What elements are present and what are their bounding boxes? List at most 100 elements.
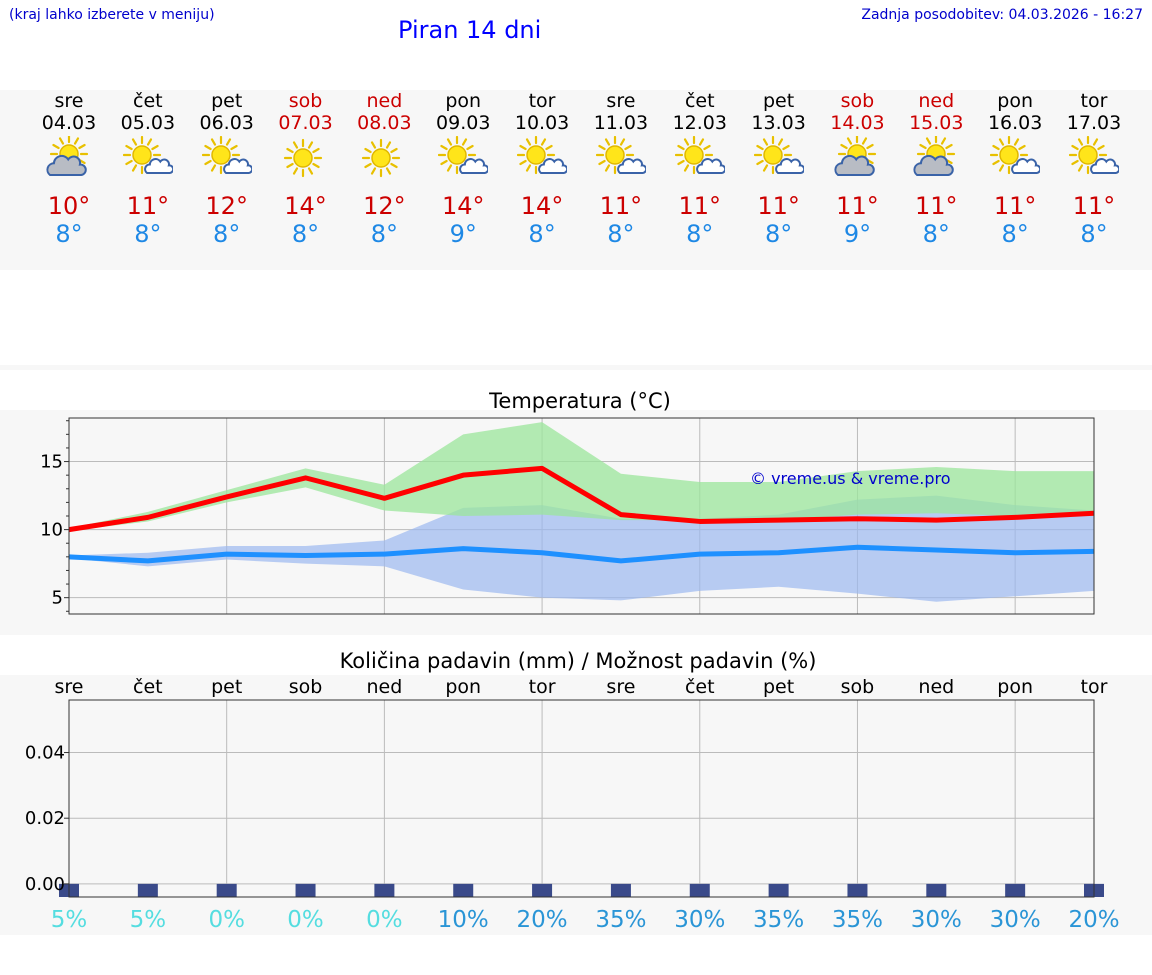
precipitation-day-label: pet	[211, 676, 242, 698]
sun-icon	[283, 138, 322, 178]
precipitation-probability: 5% 5% 0% 0% 0% 10% 20% 35% 30% 35% 35% 30% 30% 20%	[51, 907, 1120, 933]
precipitation-day-label: čet	[685, 676, 715, 698]
precipitation-day-label: tor	[1081, 676, 1108, 698]
temp-min: 8°	[213, 220, 241, 248]
last-updated: Zadnja posodobitev: 04.03.2026 - 16:27	[861, 7, 1143, 23]
day-column: tor 17.03 11° 8°	[1055, 90, 1133, 248]
temp-min: 8°	[291, 220, 320, 248]
temperature-y-tick: 10	[40, 520, 63, 541]
page-title: Piran 14 dni	[398, 16, 542, 44]
precipitation-day-label: sre	[606, 676, 635, 698]
precipitation-probability-label: 30%	[911, 907, 962, 933]
precipitation-bar	[453, 883, 474, 897]
copyright-label: © vreme.us & vreme.pro	[750, 469, 951, 488]
day-column: čet 05.03 11° 8°	[109, 90, 187, 248]
day-date: 17.03	[1066, 112, 1122, 134]
precipitation-day-label: sre	[55, 676, 84, 698]
day-name: tor	[528, 90, 556, 112]
temperature-chart: Temperatura (°C) 5 10 15 © vreme.us & vrem…	[40, 389, 1095, 615]
precipitation-probability-label: 0%	[287, 907, 324, 933]
day-column: pon 09.03 14° 9°	[424, 90, 502, 248]
day-column: sre 11.03 11° 8°	[582, 90, 660, 248]
precipitation-bar	[847, 883, 868, 897]
temp-min: 9°	[843, 220, 872, 248]
temp-min: 8°	[1001, 220, 1029, 248]
precipitation-probability-label: 35%	[595, 907, 646, 933]
temperature-line-max	[68, 465, 1095, 533]
temp-min: 8°	[1080, 220, 1108, 248]
temperature-band-max	[69, 422, 1094, 531]
temp-max: 14°	[284, 192, 327, 220]
day-date: 13.03	[751, 112, 806, 134]
precipitation-chart: Količina padavin (mm) / Možnost padavin …	[25, 649, 1120, 933]
temperature-chart-title: Temperatura (°C)	[488, 389, 671, 413]
day-date: 14.03	[830, 112, 885, 134]
temperature-lines	[68, 465, 1095, 564]
precipitation-probability-label: 35%	[832, 907, 883, 933]
day-name: pet	[211, 90, 243, 112]
precipitation-day-label: pon	[997, 676, 1033, 698]
sun-cloud-icon	[674, 136, 725, 175]
temp-max: 12°	[205, 192, 248, 220]
sun-icon	[362, 138, 401, 178]
temp-min: 9°	[449, 220, 477, 248]
precipitation-day-labels: sre čet pet sob ned pon tor sre čet pet sob ned pon t…	[55, 676, 1108, 698]
day-date: 12.03	[672, 112, 727, 134]
precipitation-bar	[532, 883, 553, 897]
precipitation-day-label: tor	[529, 676, 556, 698]
day-name: pon	[997, 90, 1033, 112]
precipitation-day-label: sob	[289, 676, 323, 698]
precipitation-probability-label: 10%	[438, 907, 489, 933]
partly-cloudy-icon	[834, 136, 877, 176]
day-date: 05.03	[120, 112, 176, 134]
day-column: ned 15.03 11° 8°	[897, 90, 975, 248]
day-name: čet	[684, 90, 715, 112]
precipitation-bar	[768, 883, 789, 897]
temp-min: 8°	[607, 220, 635, 248]
precipitation-probability-label: 30%	[674, 907, 725, 933]
day-name: sob	[840, 90, 875, 112]
precipitation-y-tick: 0.02	[25, 808, 65, 829]
day-column: sob 07.03 14° 8°	[267, 90, 345, 248]
day-name: sob	[288, 90, 323, 112]
precipitation-probability-label: 5%	[51, 907, 88, 933]
day-date: 16.03	[987, 112, 1043, 134]
precipitation-bar	[295, 883, 316, 897]
temp-min: 8°	[55, 220, 83, 248]
day-date: 10.03	[514, 112, 570, 134]
temp-max: 11°	[599, 192, 643, 220]
temp-max: 10°	[47, 192, 91, 220]
day-name: pet	[763, 90, 795, 112]
temp-max: 12°	[363, 192, 406, 220]
precipitation-bar	[610, 883, 631, 897]
sun-cloud-icon	[201, 136, 252, 175]
precipitation-bar	[1005, 883, 1026, 897]
sun-cloud-icon	[595, 136, 646, 175]
precipitation-probability-label: 0%	[208, 907, 245, 933]
temp-max: 11°	[757, 192, 800, 220]
sun-cloud-icon	[990, 136, 1041, 175]
temperature-plot-frame	[68, 417, 1095, 615]
forecast-panel	[0, 90, 1152, 270]
day-name: sre	[54, 90, 84, 112]
temp-min: 8°	[370, 220, 399, 248]
partly-cloudy-icon	[46, 136, 89, 176]
day-date: 11.03	[593, 112, 649, 134]
precipitation-y-axis: 0.00 0.02 0.04	[25, 743, 69, 895]
location-hint: (kraj lahko izberete v meniju)	[9, 7, 215, 23]
precipitation-bar	[216, 883, 237, 897]
precipitation-probability-label: 35%	[753, 907, 804, 933]
precipitation-day-label: pon	[445, 676, 481, 698]
day-name: sre	[606, 90, 636, 112]
precipitation-probability-label: 5%	[130, 907, 167, 933]
day-name: tor	[1080, 90, 1108, 112]
day-name: pon	[445, 90, 482, 112]
temperature-band-min	[69, 495, 1094, 602]
day-column: ned 08.03 12° 8°	[345, 90, 423, 248]
precipitation-day-label: pet	[763, 676, 794, 698]
temp-max: 14°	[520, 192, 564, 220]
temp-min: 8°	[528, 220, 556, 248]
day-column: sob 14.03 11° 9°	[818, 90, 896, 248]
precipitation-probability-label: 30%	[990, 907, 1041, 933]
sun-cloud-icon	[753, 136, 804, 175]
